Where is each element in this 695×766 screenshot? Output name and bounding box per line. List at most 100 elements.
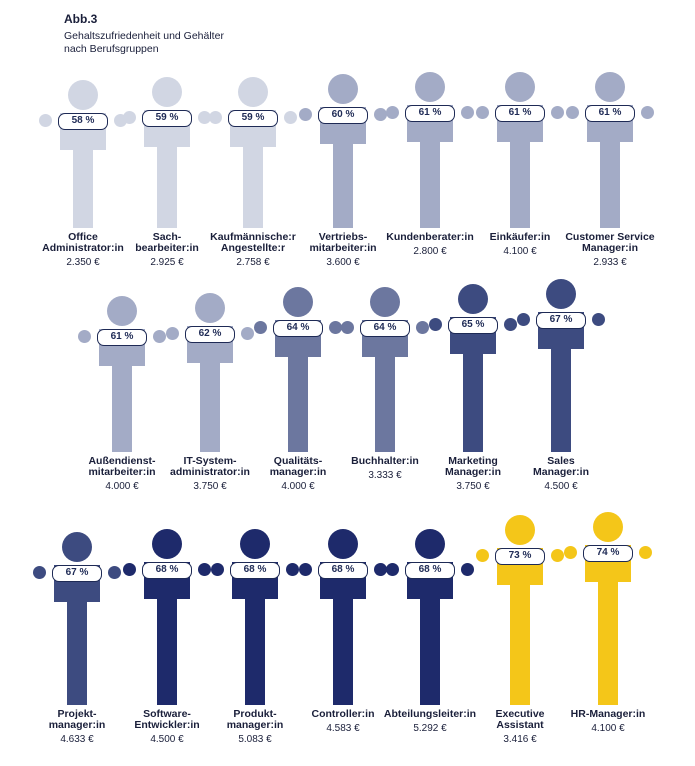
category-label: Buchhalter:in [351,455,419,467]
value-label: 68 % [405,562,455,579]
salary-label: 4.633 € [60,734,94,745]
category-label: Abteilungsleiter:in [383,708,477,720]
figure-head [370,287,400,318]
value-label: 65 % [448,317,498,335]
salary-label: 4.500 € [150,734,184,745]
salary-label: 2.758 € [236,257,270,268]
category-label: Außendienst- mitarbeiter:in [88,455,156,478]
salary-label: 4.500 € [544,481,578,492]
category-label: Controller:in [311,708,375,720]
figure-head [240,529,270,559]
value-label: 67 % [536,311,586,329]
bar [112,365,132,452]
bar [200,362,220,452]
figure-arm [39,114,52,127]
figure-arm [476,105,489,119]
figure-arm [123,563,136,576]
salary-label: 3.750 € [193,481,227,492]
salary-label: 5.083 € [238,734,272,745]
bar [420,599,440,705]
figure-arm [284,111,297,125]
figure-arm [341,321,354,335]
figure-head [152,77,182,108]
figure-head [595,71,625,102]
bar [598,582,618,705]
value-label: 73 % [495,548,545,565]
bar [157,147,177,228]
figure-arm [551,105,564,119]
salary-label: 2.350 € [66,257,100,268]
value-label: 61 % [97,328,147,346]
figure-arm [198,111,211,125]
figure-head [195,292,225,323]
category-label: Kaufmännische:r Angestellte:r [210,231,296,254]
figure-arm [33,565,46,579]
salary-label: 2.925 € [150,257,184,268]
value-label: 61 % [495,104,545,122]
figure-arm [211,563,224,576]
figure-arm [504,318,517,332]
figure-arm [374,563,387,576]
figure-arm [551,549,564,562]
salary-label: 4.100 € [503,246,537,257]
category-label: Projekt- manager:in [48,708,106,731]
value-label: 59 % [142,110,192,128]
figure-arm [517,312,530,326]
figure-arm [641,105,654,119]
value-label: 64 % [360,320,410,338]
figure-head [107,295,137,326]
figure-head [546,278,576,309]
value-label: 68 % [142,562,192,579]
bar [600,141,620,228]
value-label: 64 % [273,320,323,338]
bar [243,147,263,228]
figure-arm [416,321,429,335]
figure-arm [329,321,342,335]
bar [333,599,353,705]
figure-head [415,71,445,102]
figure-arm [476,549,489,562]
figure-arm [153,329,166,343]
figure-arm [254,321,267,335]
category-label: Produkt- manager:in [226,708,284,731]
salary-label: 3.600 € [326,257,360,268]
figure-head [62,531,92,562]
category-label: Sales Manager:in [532,455,589,478]
figure-arm [123,111,136,125]
figure-arm [386,105,399,119]
chart-title: Abb.3 [64,12,98,26]
category-label: Kundenberater:in [386,231,474,243]
bar [333,144,353,228]
value-label: 68 % [318,562,368,579]
figure-head [68,80,98,110]
bar [67,601,87,705]
value-label: 59 % [228,110,278,128]
salary-label: 3.416 € [503,734,537,745]
figure-arm [198,563,211,576]
figure-head [328,529,358,559]
figure-head [283,287,313,318]
figure-head [328,74,358,105]
figure-head [505,71,535,102]
bar [157,599,177,705]
figure-head [593,512,623,543]
figure-arm [564,546,577,560]
bar [420,141,440,228]
salary-label: 4.583 € [326,723,360,734]
figure-arm [286,563,299,576]
figure-head [415,529,445,559]
figure-arm [299,108,312,122]
figure-arm [209,111,222,125]
figure-arm [166,326,179,340]
category-label: Marketing Manager:in [444,455,501,478]
chart-subtitle: Gehaltszufriedenheit und Gehälter nach B… [64,30,224,55]
bar [375,357,395,452]
figure-arm [108,565,121,579]
category-label: Software- Entwickler:in [134,708,200,731]
figure-arm [461,563,474,576]
salary-label: 2.800 € [413,246,447,257]
category-label: IT-System- administrator:in [170,455,250,478]
bar [245,599,265,705]
value-label: 61 % [585,104,635,122]
